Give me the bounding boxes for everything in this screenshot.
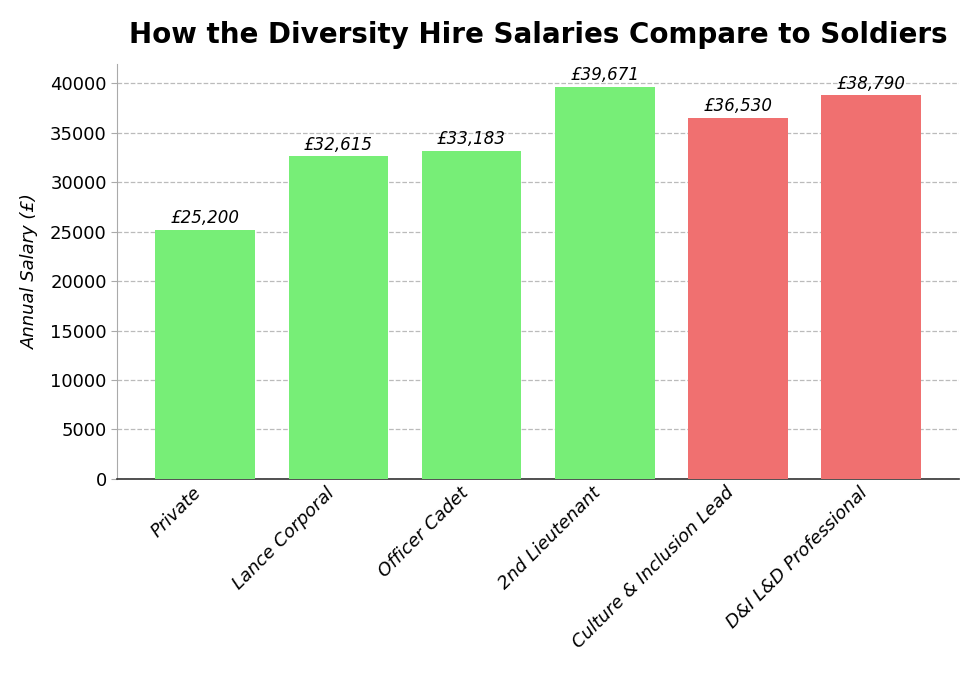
Y-axis label: Annual Salary (£): Annual Salary (£)	[21, 193, 39, 349]
Bar	[555, 87, 655, 479]
Text: £33,183: £33,183	[437, 131, 506, 148]
Bar	[288, 156, 388, 479]
Text: £36,530: £36,530	[704, 98, 772, 115]
Bar	[688, 118, 788, 479]
Text: £32,615: £32,615	[304, 136, 373, 154]
Text: £25,200: £25,200	[171, 209, 240, 227]
Text: £39,671: £39,671	[570, 66, 639, 84]
Bar	[821, 96, 921, 479]
Title: How the Diversity Hire Salaries Compare to Soldiers: How the Diversity Hire Salaries Compare …	[128, 21, 948, 49]
Bar	[156, 229, 255, 479]
Bar	[421, 151, 521, 479]
Text: £38,790: £38,790	[837, 75, 906, 93]
